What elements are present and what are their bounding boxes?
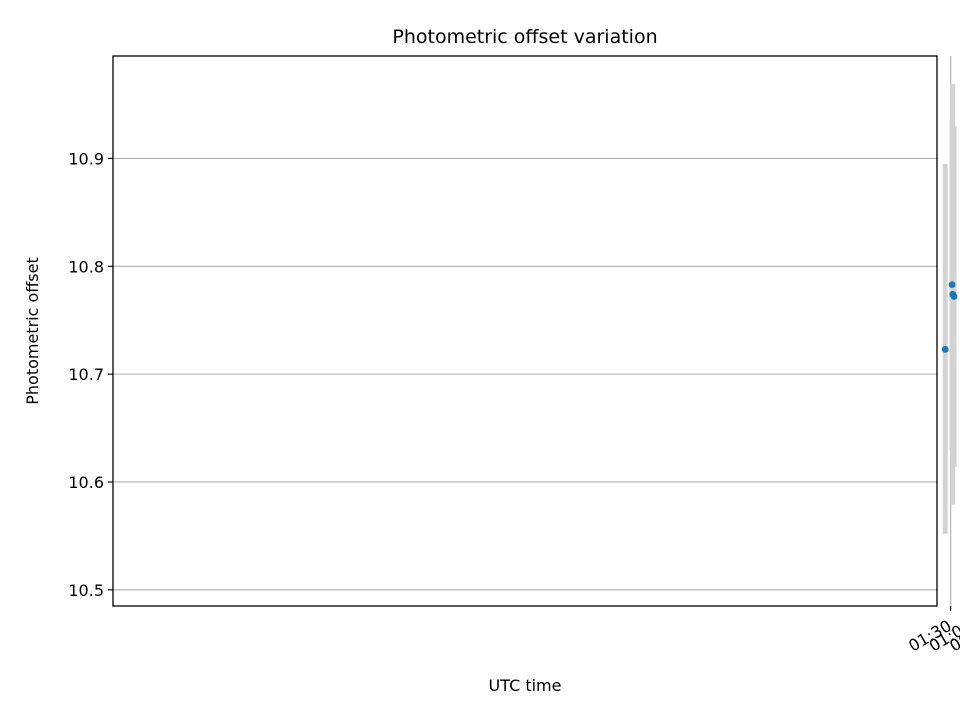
data-point (948, 281, 956, 289)
data-point (949, 290, 957, 298)
y-tick-label: 10.5 (68, 581, 104, 600)
x-axis-title: UTC time (489, 676, 562, 695)
y-tick-label: 10.9 (68, 149, 104, 168)
y-tick-label: 10.8 (68, 257, 104, 276)
y-axis-title: Photometric offset (23, 257, 42, 405)
data-point (941, 345, 949, 353)
plot-frame (112, 55, 938, 607)
chart-title: Photometric offset variation (392, 26, 657, 48)
y-tick-label: 10.6 (68, 473, 104, 492)
y-tick-label: 10.7 (68, 365, 104, 384)
point-layer (941, 281, 958, 353)
